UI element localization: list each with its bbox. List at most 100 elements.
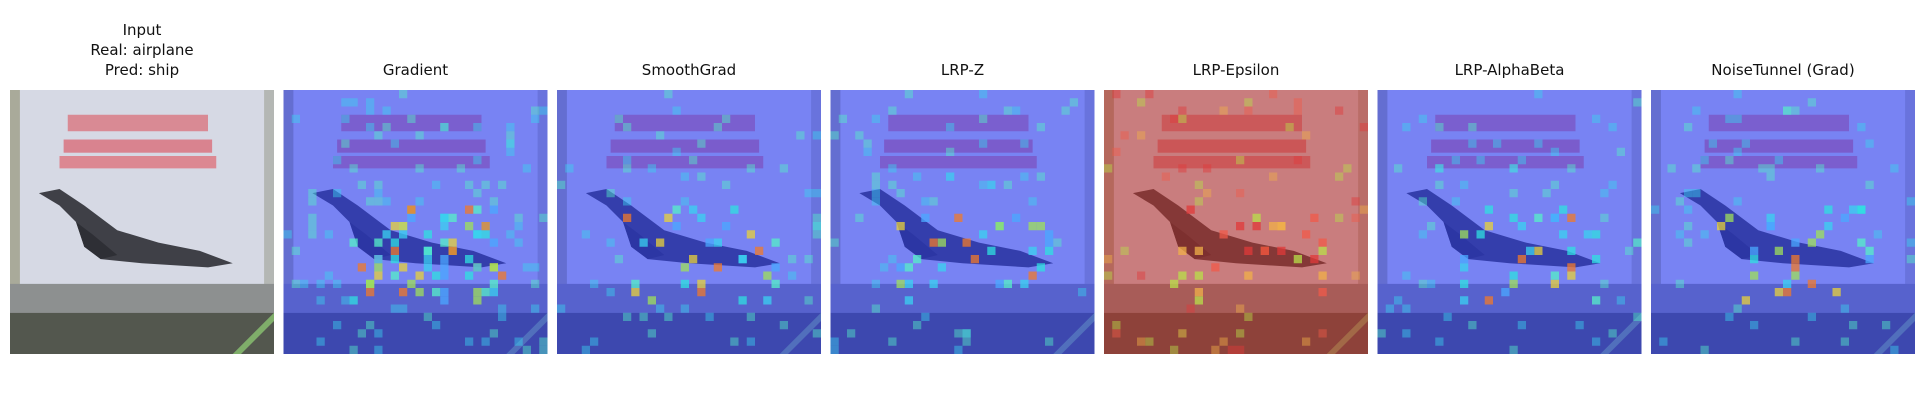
heat-cell [506,147,515,156]
heat-cell [1260,246,1269,255]
heat-cell [1186,304,1195,313]
heat-cell [896,189,905,198]
heat-cell [1750,271,1759,280]
heat-cell [407,279,416,288]
heat-cell [440,123,449,132]
heat-cell [316,279,325,288]
heat-cell [1244,246,1253,255]
panel: LRP-Epsilon [1104,61,1368,354]
heat-cell [1750,321,1759,330]
heat-cell [522,263,531,272]
heat-cell [904,279,913,288]
heat-cell [390,271,399,280]
heat-cell [514,238,523,247]
heat-cell [565,164,574,173]
heat-cell [590,337,599,346]
panel-image [283,90,548,354]
heat-cell [1484,296,1493,305]
heat-cell [498,271,507,280]
panel-title: NoiseTunnel (Grad) [1711,61,1854,79]
heat-cell [1667,164,1676,173]
heat-cell [639,238,648,247]
heat-cell [697,172,706,181]
heat-cell [1865,180,1874,189]
heat-cell [1244,98,1253,107]
heat-cell [465,255,474,264]
heat-cell [804,296,813,305]
heat-cell [1178,329,1187,338]
heat-cell [880,263,889,272]
heat-cell [539,213,548,222]
heat-cell [1725,114,1734,123]
heat-cell [921,197,930,206]
heat-cell [1385,304,1394,313]
heat-cell [1651,205,1660,214]
heat-cell [1468,321,1477,330]
heat-cell [1211,345,1220,354]
heat-cell [1633,312,1642,321]
heat-cell [1460,180,1469,189]
panel-image [1377,90,1642,354]
heat-cell [1807,279,1816,288]
heat-cell [1194,296,1203,305]
heat-cell [1807,312,1816,321]
heat-cell [896,222,905,231]
heat-cell [349,164,358,173]
heat-cell [1608,123,1617,132]
heat-cell [830,238,839,247]
heat-cell [672,106,681,115]
heat-cell [1824,222,1833,231]
heat-cell [1435,337,1444,346]
heat-cell [697,279,706,288]
heat-cell [1592,337,1601,346]
heat-cell [738,255,747,264]
overlay [557,90,821,354]
heat-cell [1906,255,1915,264]
panel: LRP-AlphaBeta [1377,61,1642,354]
heat-cell [623,312,632,321]
heat-cell [871,172,880,181]
heat-cell [1534,213,1543,222]
heat-cell [888,255,897,264]
heat-cell [539,106,548,115]
heat-cell [788,255,797,264]
heat-cell [664,90,673,99]
heat-cell [1700,345,1709,354]
heat-cell [415,131,424,140]
heat-cell [647,164,656,173]
heat-cell [1359,205,1368,214]
heat-cell [1145,337,1154,346]
heat-cell [506,139,515,148]
heat-cell [830,345,839,354]
heat-cell [1550,147,1559,156]
heat-cell [465,271,474,280]
heat-cell [1559,205,1568,214]
heat-cell [415,164,424,173]
panel-title: LRP-AlphaBeta [1455,61,1565,79]
heat-cell [1717,222,1726,231]
heat-cell [962,329,971,338]
heat-cell [374,189,383,198]
heat-cell [1692,106,1701,115]
heat-cell [489,263,498,272]
heat-cell [1559,230,1568,239]
heat-cell [647,329,656,338]
heat-cell [1857,123,1866,132]
heat-cell [1791,106,1800,115]
heat-cell [1137,271,1146,280]
heat-cell [1550,213,1559,222]
heat-cell [465,337,474,346]
heat-cell [1211,263,1220,272]
heat-cell [871,180,880,189]
heat-cell [1791,255,1800,264]
heat-cell [1236,189,1245,198]
heat-cell [440,288,449,297]
heat-cell [308,230,317,239]
heat-cell [506,123,515,132]
heat-cell [1028,246,1037,255]
heat-cell [1310,255,1319,264]
heat-cell [432,321,441,330]
heat-cell [1112,147,1121,156]
heat-cell [722,222,731,231]
heat-cell [1045,337,1054,346]
